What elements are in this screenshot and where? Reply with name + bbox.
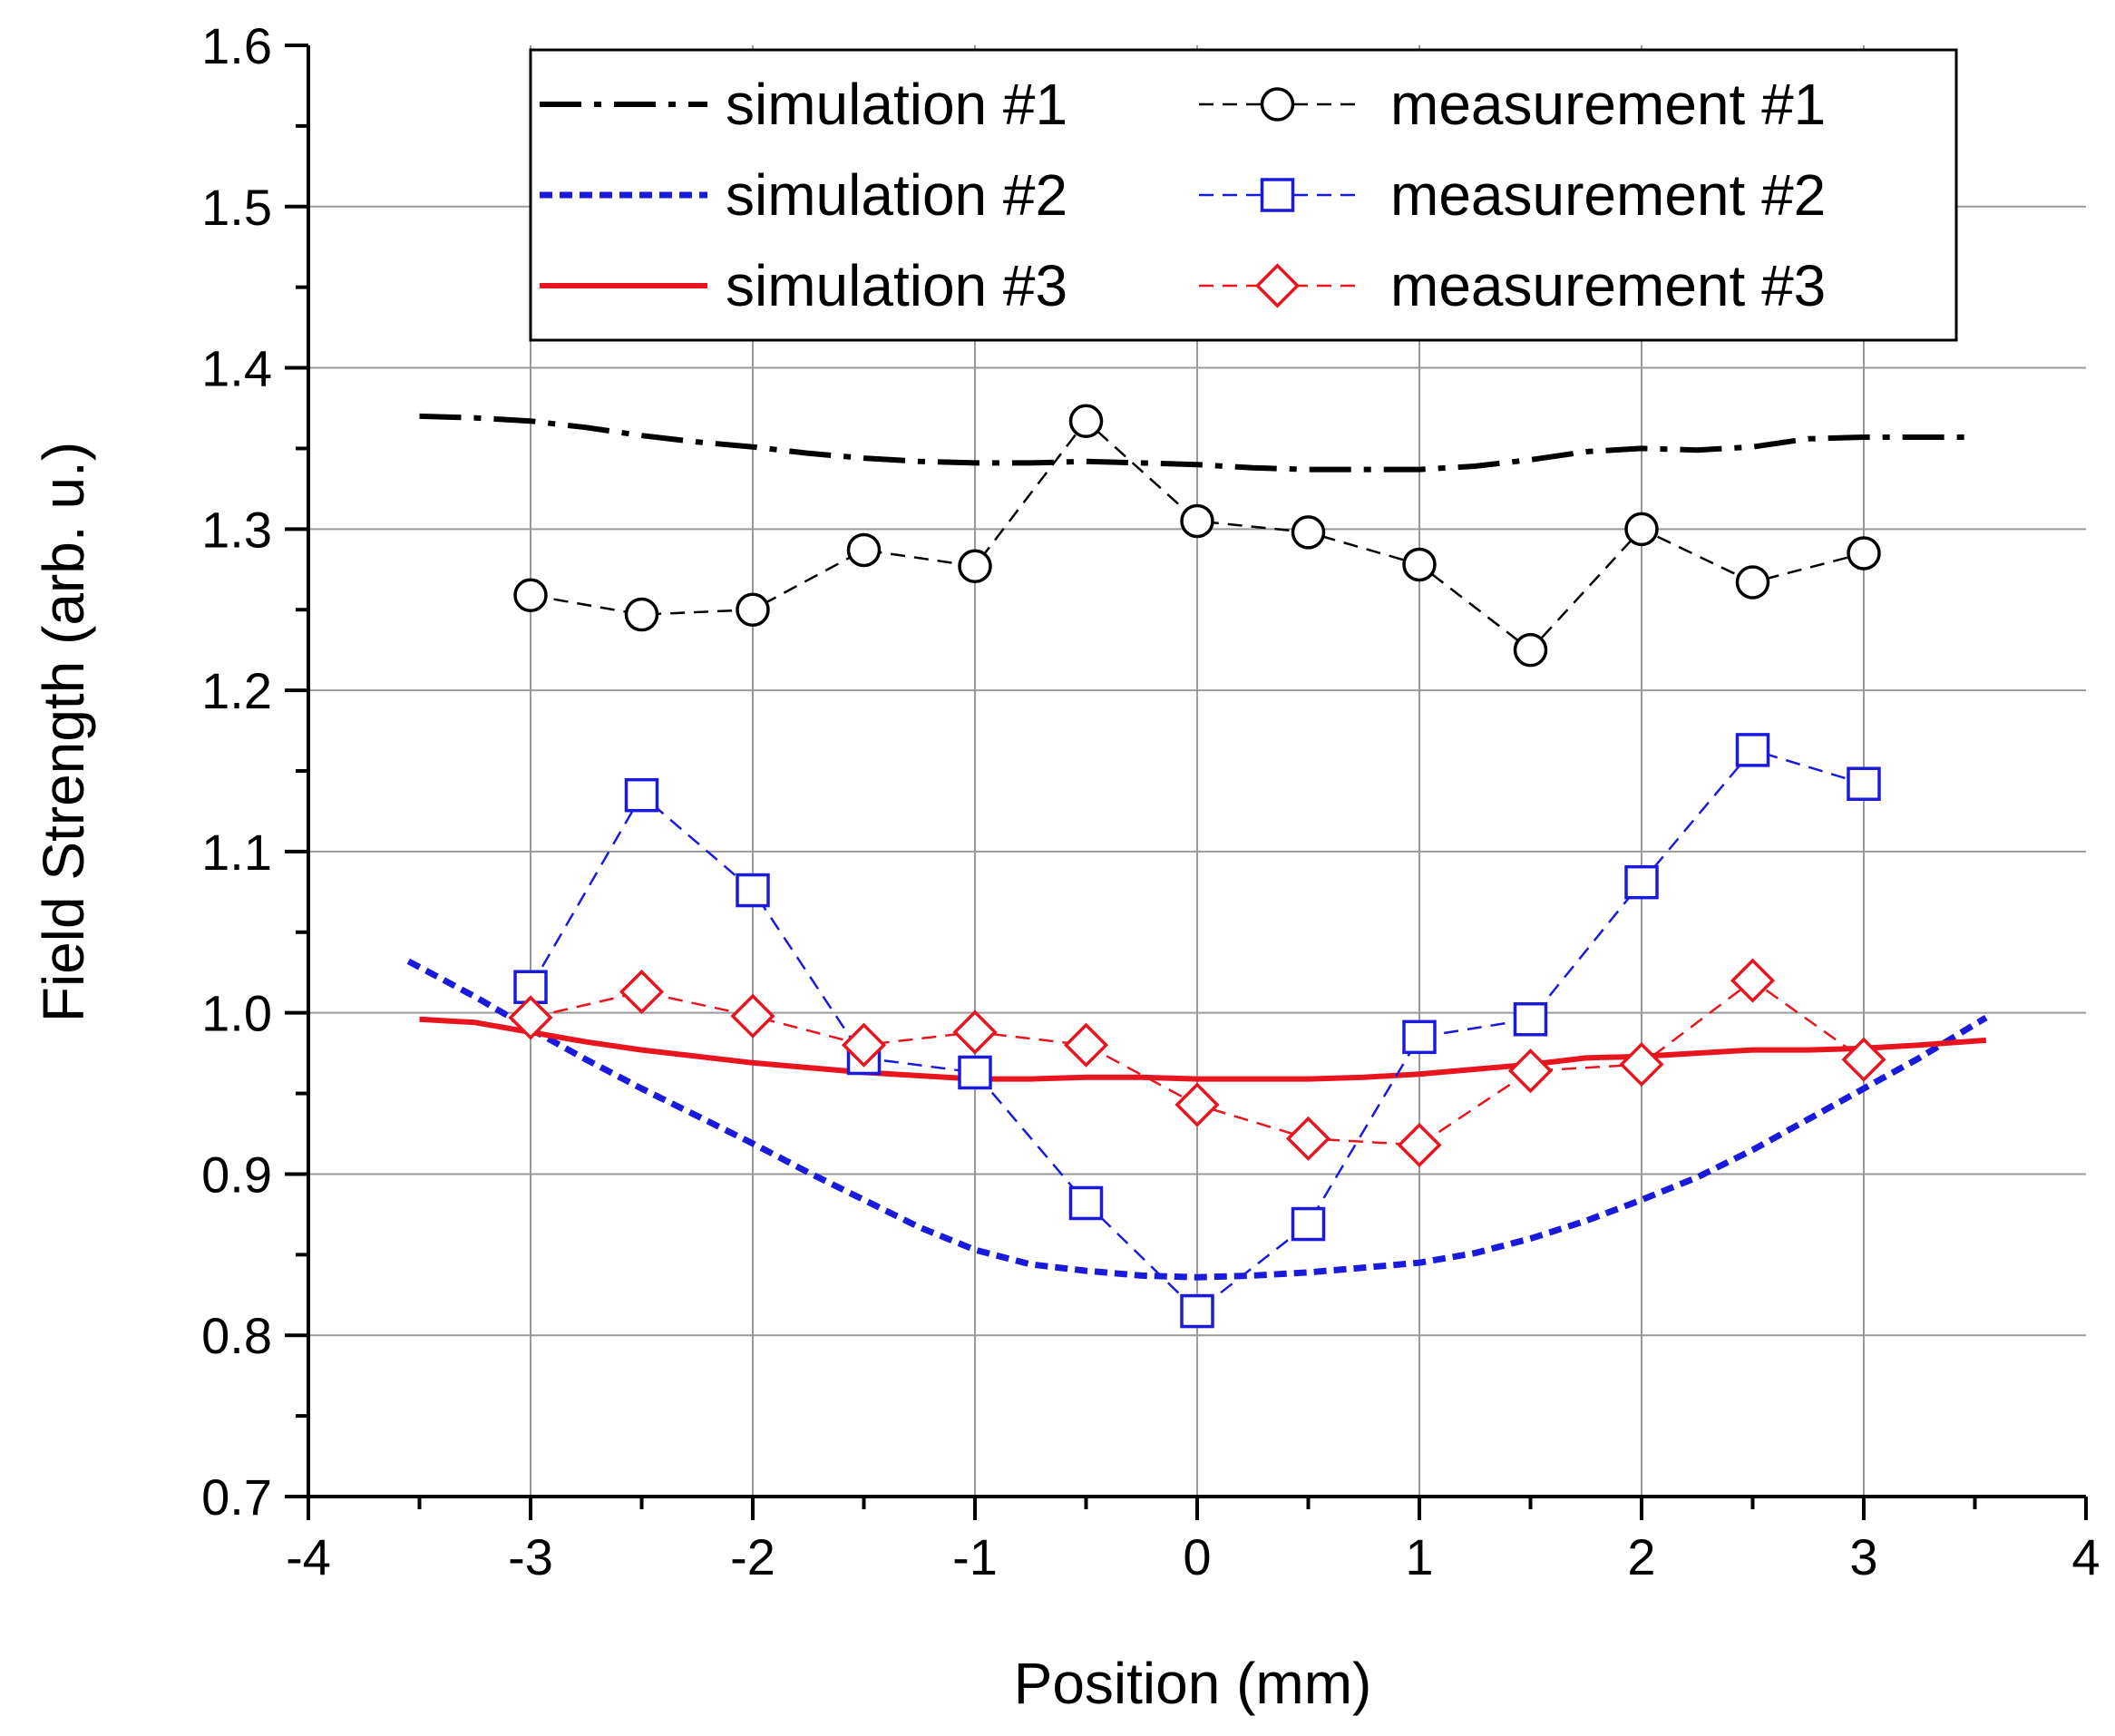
data-point	[958, 549, 992, 583]
legend-marker	[1260, 178, 1295, 212]
y-tick-label: 1.3	[201, 501, 272, 558]
legend-box	[529, 48, 1958, 342]
legend-label: measurement #2	[1390, 162, 1826, 228]
data-point	[624, 777, 659, 813]
legend-label: measurement #1	[1390, 72, 1826, 137]
data-point	[1624, 512, 1659, 547]
data-point	[952, 1009, 998, 1055]
data-point	[1624, 864, 1659, 900]
x-tick-label: -3	[508, 1528, 553, 1585]
data-point	[1068, 1185, 1104, 1221]
y-tick-label: 1.6	[201, 17, 272, 74]
x-axis-title: Position (mm)	[1014, 1651, 1372, 1716]
data-point	[736, 873, 770, 908]
data-point	[1507, 1048, 1554, 1094]
data-point	[1847, 766, 1881, 801]
series-measurement-3	[508, 958, 1886, 1168]
y-tick-label: 0.7	[201, 1468, 272, 1526]
y-tick-label: 0.8	[201, 1307, 272, 1364]
data-point	[958, 1055, 992, 1090]
y-tick-label: 1.4	[201, 340, 272, 397]
data-point	[1402, 1019, 1437, 1055]
y-axis-title: Field Strength (arb. u.)	[31, 442, 96, 1022]
legend-label: simulation #3	[726, 253, 1067, 318]
x-tick-label: 4	[2071, 1528, 2100, 1585]
y-tick-label: 1.0	[201, 985, 272, 1042]
data-point	[624, 597, 659, 632]
series-layer	[406, 404, 1988, 1329]
x-tick-label: 3	[1849, 1528, 1877, 1585]
data-point	[1291, 1206, 1326, 1242]
legend-label: simulation #1	[726, 72, 1067, 137]
legend: simulation #1 measurement #1 simulation #2…	[529, 48, 1958, 342]
data-point	[1735, 733, 1770, 767]
data-point	[1063, 1022, 1109, 1068]
data-point	[1619, 1041, 1664, 1087]
x-tick-label: 2	[1627, 1528, 1655, 1585]
data-point	[1397, 1122, 1442, 1168]
data-point	[730, 993, 775, 1039]
data-point	[1068, 404, 1104, 438]
x-tick-label: -1	[952, 1528, 998, 1585]
series-line	[419, 413, 1975, 473]
legend-label: simulation #2	[726, 162, 1067, 228]
data-point	[508, 995, 553, 1040]
x-tick-label: -2	[730, 1528, 775, 1585]
x-tick-label: 0	[1183, 1528, 1211, 1585]
x-tick-label: 1	[1405, 1528, 1433, 1585]
legend-marker	[1254, 263, 1301, 308]
data-point	[1513, 1002, 1548, 1037]
series-simulation-3	[419, 1016, 1987, 1082]
series-measurement-1	[513, 404, 1881, 668]
series-simulation-2	[406, 958, 1988, 1281]
y-tick-label: 1.1	[201, 824, 272, 881]
series-line	[419, 1016, 1987, 1082]
data-point	[513, 578, 548, 612]
data-point	[736, 592, 770, 627]
data-point	[1841, 1037, 1886, 1082]
data-point	[1730, 958, 1776, 1003]
tick-labels: -4 -3 -2 -1 0 1 2 3 4 0.7 0.8 0.9 1.0 1.1 1.2 1.3 1.4 1.5…	[201, 17, 2100, 1585]
data-point	[846, 532, 882, 568]
data-point	[1285, 1116, 1331, 1161]
data-point	[1513, 632, 1548, 668]
y-tick-label: 1.5	[201, 179, 272, 236]
data-point	[1174, 1082, 1220, 1127]
data-point	[619, 969, 665, 1015]
series-line	[406, 958, 1988, 1281]
data-point	[1180, 1293, 1214, 1329]
legend-marker	[1260, 87, 1295, 122]
data-point	[1180, 503, 1214, 539]
series-measurement-2	[513, 733, 1881, 1329]
series-simulation-1	[419, 413, 1975, 473]
legend-label: measurement #3	[1390, 253, 1826, 318]
data-point	[1402, 547, 1437, 582]
data-point	[1735, 565, 1770, 600]
y-tick-label: 0.9	[201, 1146, 272, 1203]
y-tick-label: 1.2	[201, 662, 272, 719]
data-point	[1291, 515, 1326, 550]
x-tick-label: -4	[286, 1528, 331, 1585]
axes	[285, 44, 2088, 1520]
data-point	[1847, 536, 1881, 571]
data-point	[841, 1022, 887, 1068]
